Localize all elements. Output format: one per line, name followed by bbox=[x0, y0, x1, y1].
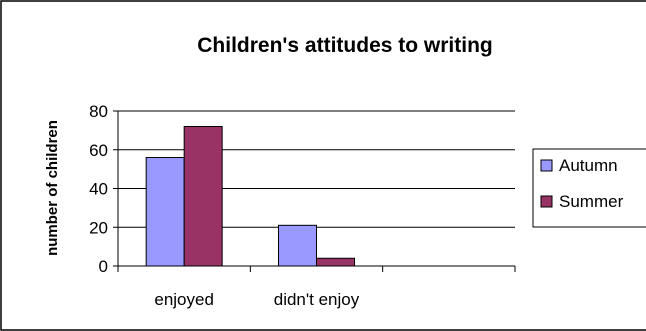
bar-autumn-enjoyed bbox=[146, 158, 184, 267]
legend-swatch-autumn bbox=[541, 160, 552, 171]
y-tick-label: 60 bbox=[89, 141, 108, 160]
y-tick-label: 80 bbox=[89, 102, 108, 121]
y-tick-label: 40 bbox=[89, 180, 108, 199]
chart-title: Children's attitudes to writing bbox=[197, 34, 493, 57]
y-tick-label: 0 bbox=[99, 257, 108, 276]
y-tick-label: 20 bbox=[89, 218, 108, 237]
y-axis-label: number of children bbox=[44, 120, 61, 256]
bar-summer-didn-t-enjoy bbox=[317, 258, 355, 266]
legend-swatch-summer bbox=[541, 196, 552, 207]
legend: Autumn Summer bbox=[533, 149, 646, 227]
bar-summer-enjoyed bbox=[184, 127, 222, 267]
legend-label-autumn: Autumn bbox=[559, 156, 618, 175]
x-tick-label: didn't enjoy bbox=[274, 290, 360, 309]
x-tick-label: enjoyed bbox=[154, 290, 214, 309]
legend-label-summer: Summer bbox=[559, 192, 624, 211]
bar-autumn-didn-t-enjoy bbox=[279, 225, 317, 266]
